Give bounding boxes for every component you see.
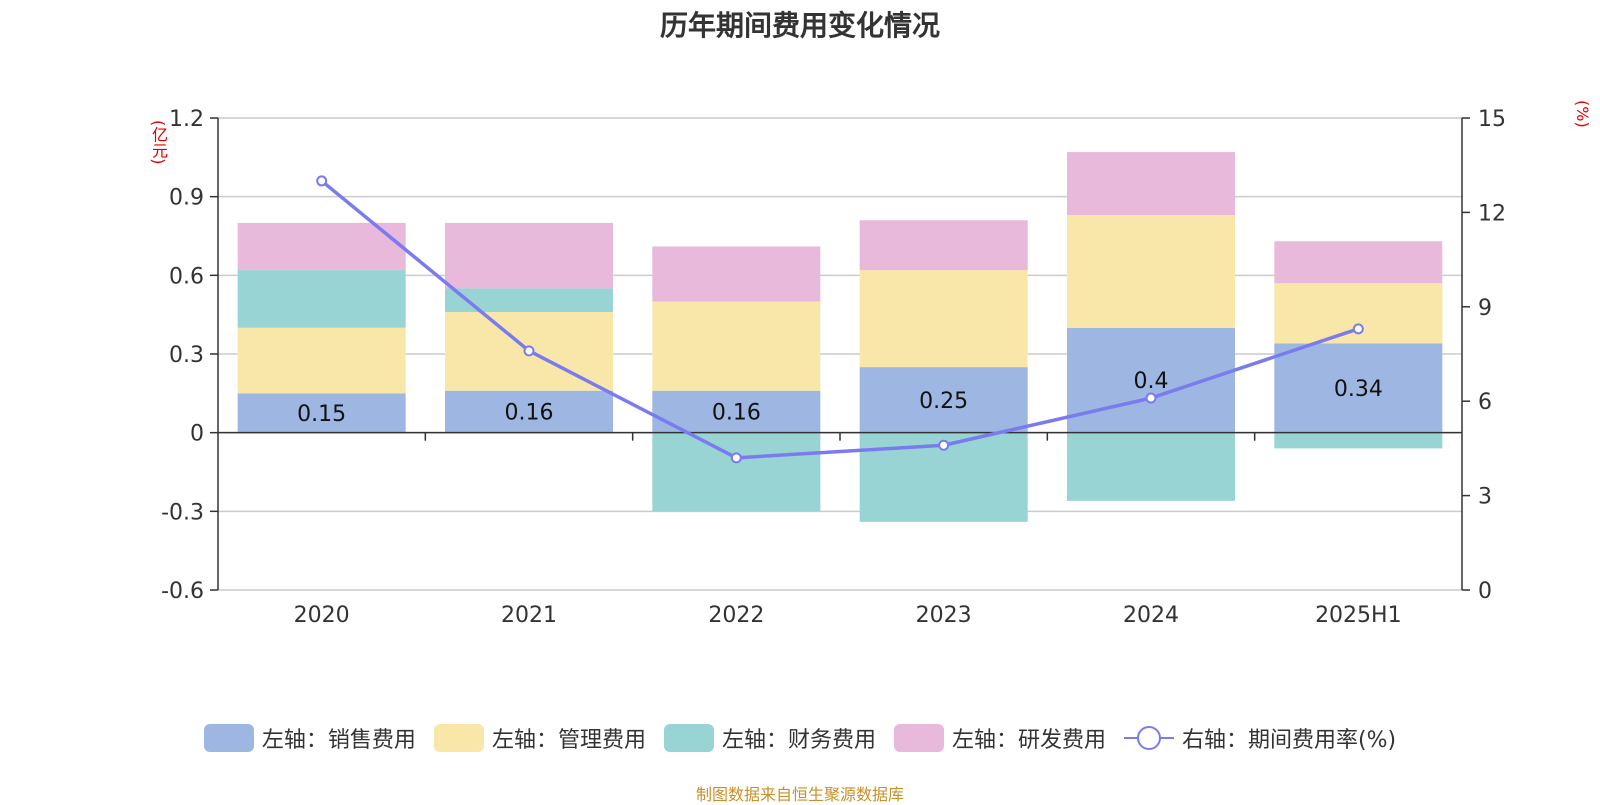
data-source-note: 制图数据来自恒生聚源数据库 — [695, 785, 904, 804]
legend-swatch-rate — [1123, 724, 1174, 752]
legend-label-sales: 左轴：销售费用 — [261, 728, 416, 753]
legend-label-rnd: 左轴：研发费用 — [951, 728, 1106, 753]
legend-swatch-sales — [203, 724, 254, 752]
axes: -0.6 -0.3 0 0.3 0.6 0.9 1.2 0 3 6 9 12 15 2020 2021 202… — [161, 107, 1506, 628]
bar-3-2023 — [859, 220, 1028, 271]
legend-swatch-admin — [433, 724, 484, 752]
bar-1-2020 — [237, 327, 406, 394]
legend-item-admin[interactable]: 左轴：管理费用 — [433, 722, 646, 754]
rate-point — [1145, 392, 1157, 404]
x-axis-tick-label: 2020 — [294, 603, 350, 628]
bar-1-2025H1 — [1274, 283, 1443, 344]
left-axis-tick-label: 0.3 — [169, 343, 204, 368]
bar-2-2020 — [237, 270, 406, 328]
right-axis-tick-label: 15 — [1478, 107, 1506, 132]
legend-swatch-rnd — [893, 724, 944, 752]
legend-item-finance[interactable]: 左轴：财务费用 — [663, 722, 876, 754]
bar-2-2024 — [1067, 432, 1235, 501]
legend-item-rnd[interactable]: 左轴：研发费用 — [893, 722, 1106, 754]
left-axis-tick-label: -0.6 — [161, 579, 204, 604]
x-axis-tick-label: 2022 — [708, 603, 764, 628]
rate-point — [1352, 323, 1364, 335]
data-label-sales: 0.15 — [297, 402, 346, 427]
line-series — [316, 175, 1364, 464]
rate-point — [316, 175, 328, 187]
data-label-sales: 0.16 — [505, 401, 554, 426]
rate-point — [730, 452, 742, 464]
legend-label-rate: 右轴：期间费用率(%) — [1181, 728, 1397, 753]
bar-2-2021 — [445, 288, 613, 313]
right-axis-tick-label: 3 — [1478, 485, 1492, 510]
bar-0-2025H1 — [1274, 343, 1443, 433]
left-axis-tick-label: 0.6 — [169, 264, 204, 289]
rate-point — [523, 345, 535, 357]
legend-swatch-finance — [663, 724, 714, 752]
chart-title: 历年期间费用变化情况 — [659, 9, 940, 42]
left-axis-tick-label: 0 — [190, 422, 204, 447]
bar-series — [237, 152, 1443, 522]
bar-0-2020 — [237, 393, 406, 433]
bar-1-2024 — [1067, 215, 1235, 328]
bar-0-2022 — [652, 390, 821, 433]
x-axis-tick-label: 2024 — [1123, 603, 1179, 628]
data-label-sales: 0.4 — [1134, 369, 1169, 394]
bar-3-2021 — [445, 222, 613, 289]
right-axis-tick-label: 6 — [1478, 390, 1492, 415]
right-axis-unit: (%) — [1573, 100, 1592, 128]
right-axis-tick-label: 9 — [1478, 296, 1492, 321]
bar-0-2023 — [859, 367, 1028, 433]
x-axis-tick-label: 2025H1 — [1315, 603, 1402, 628]
rate-point — [938, 439, 950, 451]
bar-2-2022 — [652, 432, 821, 512]
legend-item-sales[interactable]: 左轴：销售费用 — [203, 722, 416, 754]
x-axis-tick-label: 2021 — [501, 603, 557, 628]
right-axis-tick-label: 12 — [1478, 201, 1506, 226]
legend-label-admin: 左轴：管理费用 — [491, 728, 646, 753]
data-label-sales: 0.16 — [712, 401, 761, 426]
data-label-sales: 0.34 — [1334, 377, 1383, 402]
legend-item-rate[interactable]: 右轴：期间费用率(%) — [1123, 722, 1397, 754]
bar-1-2022 — [652, 301, 821, 391]
left-axis-tick-label: 1.2 — [169, 107, 204, 132]
bar-3-2024 — [1067, 152, 1235, 216]
left-axis-tick-label: -0.3 — [161, 500, 204, 525]
data-labels: 0.15 0.16 0.16 0.25 0.4 0.34 — [297, 369, 1383, 427]
data-label-sales: 0.25 — [919, 389, 968, 414]
bar-0-2021 — [445, 390, 613, 433]
bar-2-2025H1 — [1274, 432, 1443, 449]
legend-label-finance: 左轴：财务费用 — [721, 728, 876, 753]
bar-3-2025H1 — [1274, 241, 1443, 284]
x-axis-tick-label: 2023 — [916, 603, 972, 628]
left-axis-tick-label: 0.9 — [169, 186, 204, 211]
bar-3-2022 — [652, 246, 821, 302]
left-axis-unit: (亿元) — [149, 120, 168, 165]
bar-1-2023 — [859, 270, 1028, 368]
right-axis-tick-label: 0 — [1478, 579, 1492, 604]
bar-3-2020 — [237, 222, 406, 271]
rate-line — [320, 179, 1359, 460]
legend: 左轴：销售费用 左轴：管理费用 左轴：财务费用 左轴：研发费用 右轴：期间费用率… — [0, 722, 1600, 754]
